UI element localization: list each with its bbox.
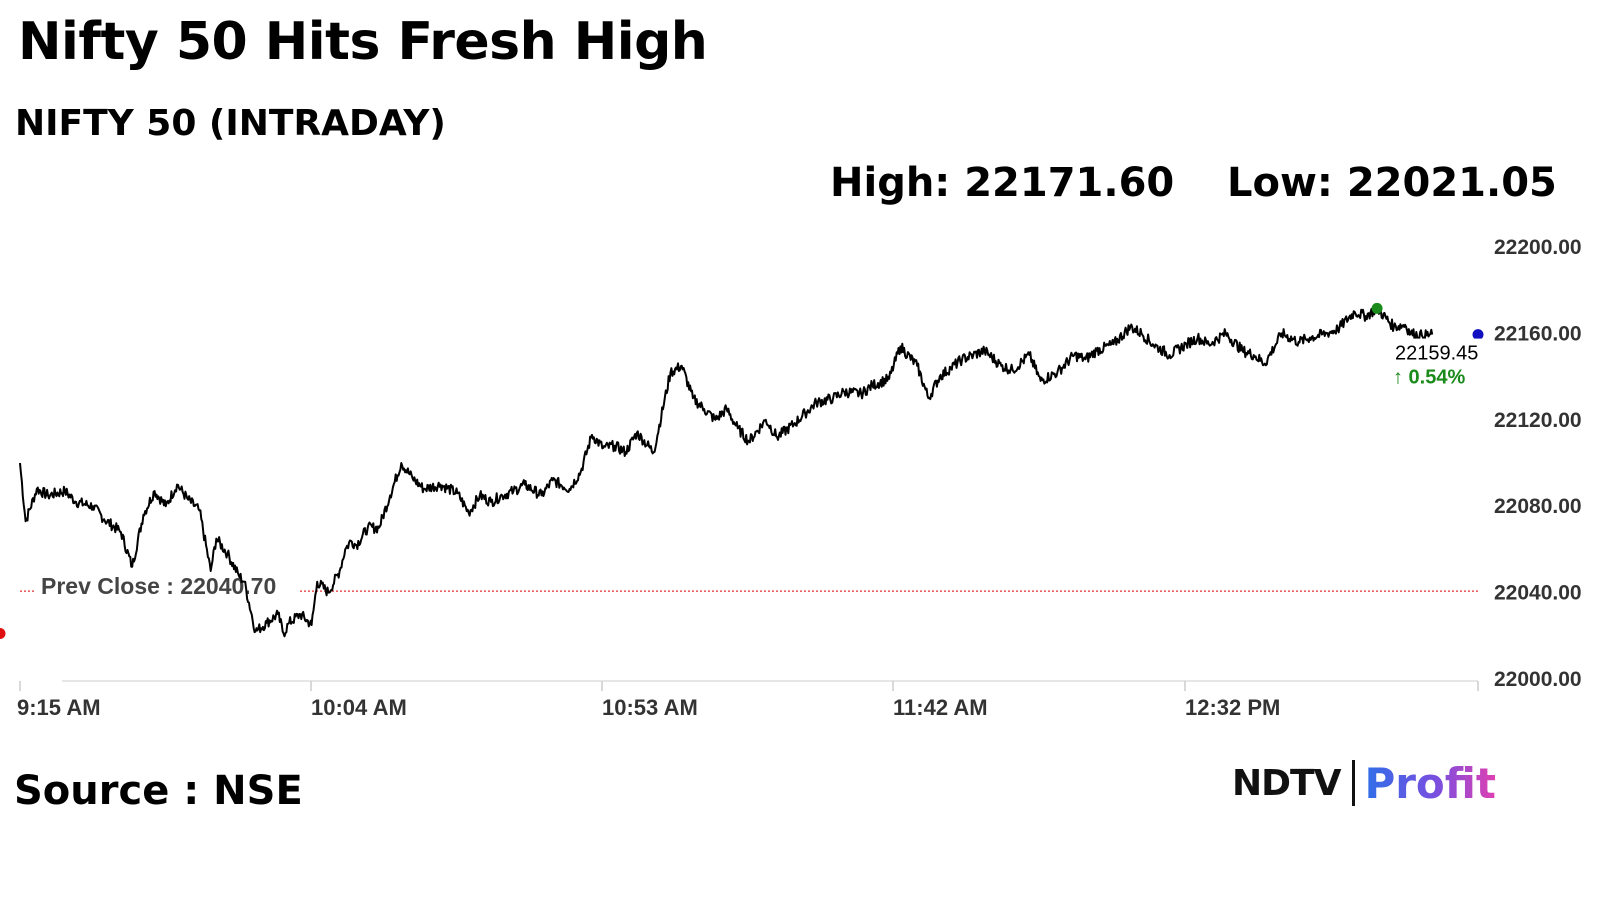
y-tick-label: 22000.00 — [1494, 668, 1582, 691]
last-label-group: 22159.45↑ 0.54% — [1390, 338, 1482, 389]
y-tick-label: 22080.00 — [1494, 495, 1582, 518]
logo-ndtv-text: NDTV — [1232, 762, 1341, 804]
day-low-marker — [0, 628, 6, 640]
x-tick-label: 10:53 AM — [602, 695, 698, 720]
last-value-bg — [1390, 338, 1482, 365]
source-note: Source : NSE — [14, 768, 303, 814]
chart-title: Nifty 50 Hits Fresh High — [18, 12, 708, 72]
last-value-label: 22159.45 — [1395, 343, 1478, 365]
last-change-label: ↑ 0.54% — [1393, 367, 1465, 389]
logo-profit-text: Profit — [1364, 758, 1496, 808]
x-tick-label: 10:04 AM — [311, 695, 407, 720]
day-high-stat: High: 22171.60 — [830, 160, 1175, 206]
y-axis: 22200.00 22160.00 22120.00 22080.00 22040.00… — [1494, 236, 1582, 691]
x-axis: 9:15 AM 10:04 AM 10:53 AM 11:42 AM 12:32 PM — [17, 680, 1479, 720]
chart-subtitle: NIFTY 50 (INTRADAY) — [15, 103, 446, 144]
series-group — [19, 303, 1434, 638]
y-tick-label: 22160.00 — [1494, 322, 1582, 345]
prev-close-label-bg — [36, 571, 298, 600]
x-tick-label: 11:42 AM — [893, 695, 988, 720]
markers-group — [0, 302, 1484, 640]
y-tick-label: 22200.00 — [1494, 236, 1582, 259]
day-high-marker — [1371, 302, 1383, 314]
logo-divider — [1352, 760, 1356, 806]
day-low-stat: Low: 22021.05 — [1227, 160, 1557, 206]
x-tick-label: 9:15 AM — [17, 695, 101, 720]
ndtv-profit-logo: NDTV Profit — [1232, 757, 1496, 809]
last-price-marker — [1472, 329, 1484, 341]
prev-close-group: Prev Close : 22040.70 — [20, 571, 1478, 600]
y-tick-label: 22040.00 — [1494, 582, 1582, 605]
x-tick-label: 12:32 PM — [1185, 695, 1280, 720]
nifty-price-line — [19, 303, 1434, 638]
y-tick-label: 22120.00 — [1494, 409, 1582, 432]
prev-close-label: Prev Close : 22040.70 — [41, 573, 276, 599]
